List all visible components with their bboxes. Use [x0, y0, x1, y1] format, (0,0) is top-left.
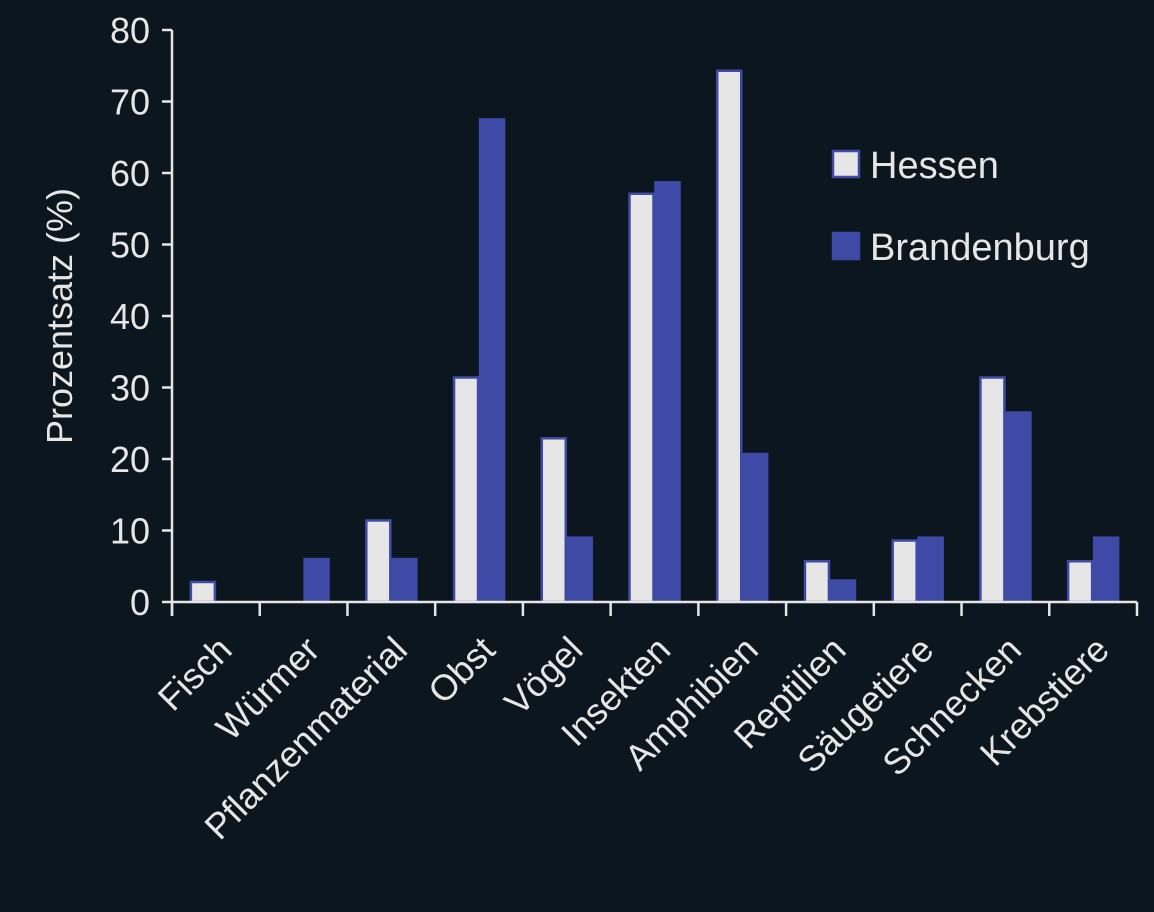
y-tick-label: 40 — [110, 296, 150, 337]
bar-hessen — [715, 69, 743, 604]
bar-brandenburg — [566, 536, 594, 604]
x-category-label: Obst — [420, 629, 503, 712]
bar-hessen — [891, 539, 918, 604]
y-ticks: 0 10 20 30 40 50 60 70 80 — [110, 10, 172, 623]
legend-label-hessen: Hessen — [870, 145, 999, 187]
bar-hessen — [365, 519, 392, 604]
bar-brandenburg — [391, 557, 418, 604]
bar-brandenburg — [1005, 411, 1032, 604]
y-tick-label: 60 — [110, 153, 150, 194]
legend: Hessen Brandenburg — [831, 145, 1090, 269]
bar-brandenburg — [1092, 536, 1120, 604]
bar-hessen — [540, 437, 568, 604]
bar-hessen — [1066, 559, 1094, 604]
axes-layer — [170, 30, 1137, 616]
bar-brandenburg — [654, 181, 681, 604]
legend-swatch-hessen — [831, 149, 861, 179]
y-tick-label: 0 — [130, 582, 150, 623]
bar-brandenburg — [741, 452, 769, 604]
legend-label-brandenburg: Brandenburg — [870, 227, 1090, 269]
legend-swatch-brandenburg — [831, 231, 861, 261]
bar-hessen — [803, 559, 831, 604]
bar-hessen — [979, 376, 1006, 604]
bar-brandenburg — [829, 579, 857, 604]
y-tick-label: 50 — [110, 225, 150, 266]
bar-brandenburg — [303, 557, 330, 604]
bar-hessen — [189, 580, 217, 604]
bar-brandenburg — [917, 536, 944, 604]
bar-hessen — [452, 376, 480, 604]
y-tick-label: 10 — [110, 511, 150, 552]
y-tick-label: 70 — [110, 82, 150, 123]
y-axis-label: Prozentsatz (%) — [39, 188, 80, 444]
y-tick-label: 80 — [110, 10, 150, 51]
bar-hessen — [628, 192, 655, 604]
y-tick-label: 20 — [110, 439, 150, 480]
y-tick-label: 30 — [110, 368, 150, 409]
bar-brandenburg — [478, 118, 506, 604]
